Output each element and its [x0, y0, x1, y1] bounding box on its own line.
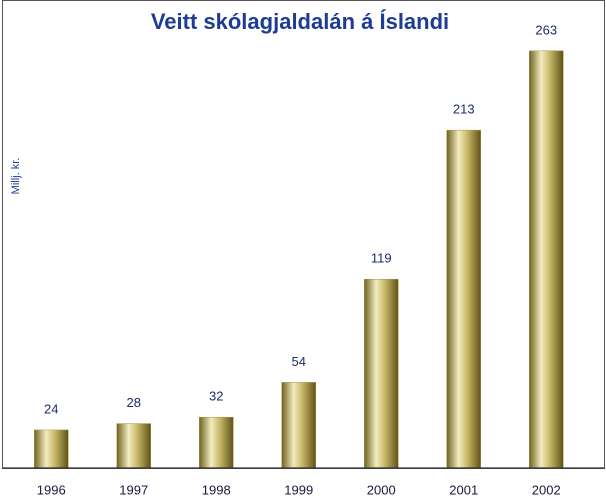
x-tick-label: 2002: [532, 482, 561, 497]
x-tick-label: 2000: [367, 482, 396, 497]
chart-title: Veitt skólagjaldalán á Íslandi: [151, 9, 449, 34]
bar: [446, 129, 481, 469]
x-tick-label: 1996: [37, 482, 66, 497]
bar: [34, 429, 69, 469]
x-tick-label: 1998: [202, 482, 231, 497]
y-axis-label: Millj. kr.: [10, 158, 22, 195]
bar: [364, 278, 399, 469]
value-label: 213: [453, 102, 475, 117]
bar: [199, 416, 234, 469]
value-label: 32: [209, 389, 223, 404]
value-label: 263: [535, 22, 557, 37]
bar: [529, 50, 564, 469]
value-label: 54: [292, 354, 306, 369]
bar: [116, 423, 151, 469]
x-tick-label: 1997: [119, 482, 148, 497]
x-tick-label: 2001: [449, 482, 478, 497]
value-label: 28: [127, 395, 141, 410]
value-label: 119: [371, 251, 392, 266]
x-tick-label: 1999: [284, 482, 313, 497]
bar: [281, 382, 316, 469]
value-label: 24: [44, 401, 58, 416]
